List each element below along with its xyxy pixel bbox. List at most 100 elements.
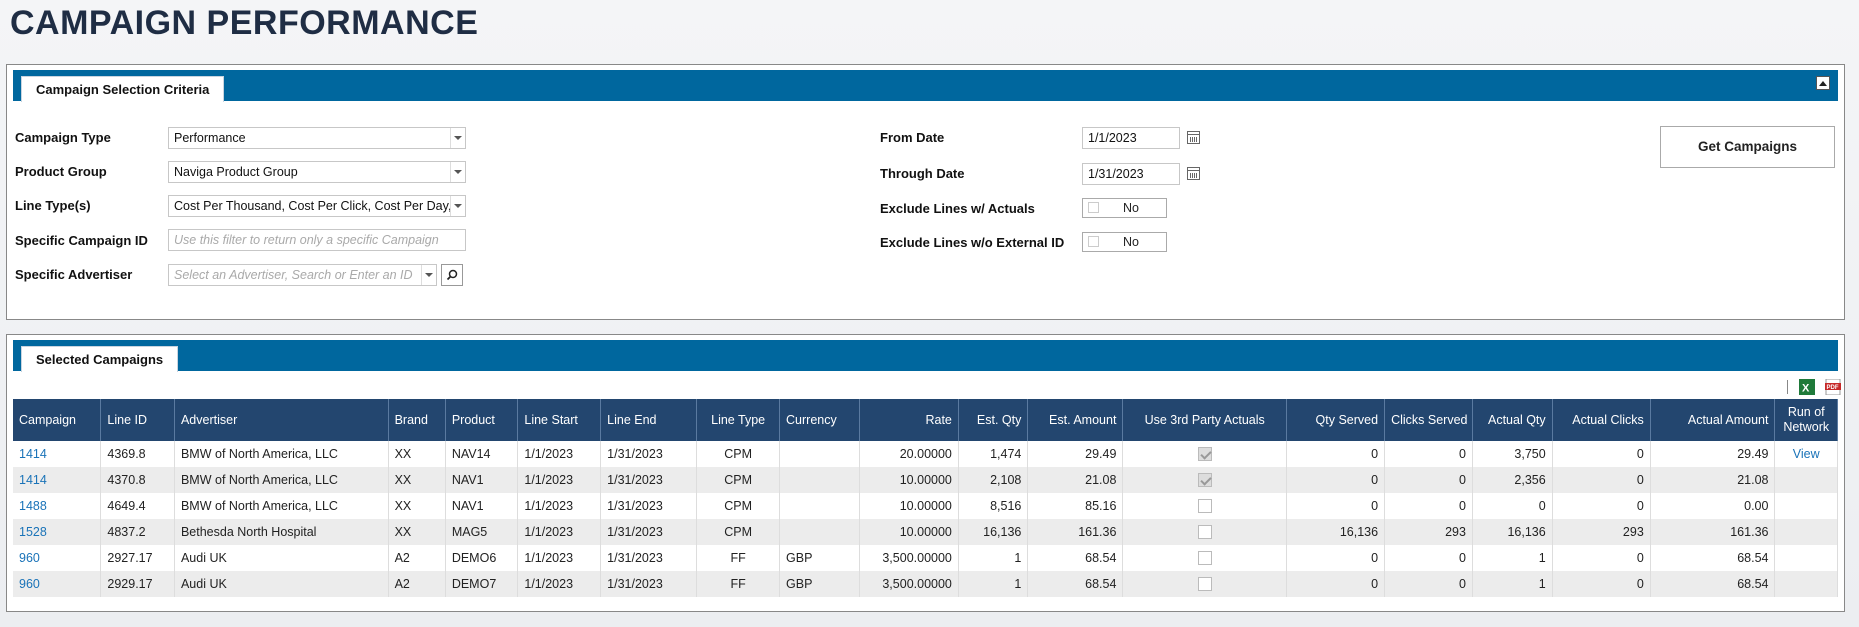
cell-campaign[interactable]: 1414 (13, 441, 102, 467)
cell-currency: GBP (779, 571, 860, 597)
cell-line-type: FF (696, 545, 781, 571)
cell-actual-amount: 161.36 (1650, 519, 1776, 545)
col-product[interactable]: Product (445, 399, 519, 441)
cell-currency: GBP (779, 545, 860, 571)
col-run-of-network[interactable]: Run of Network (1774, 399, 1838, 441)
cell-product: DEMO6 (445, 545, 519, 571)
campaign-type-value: Performance (174, 131, 246, 145)
pdf-icon[interactable]: PDF (1825, 378, 1841, 396)
specific-advertiser-input[interactable]: Select an Advertiser, Search or Enter an… (168, 264, 437, 286)
cell-est-amount: 21.08 (1027, 467, 1124, 493)
use-3rd-party-checkbox[interactable] (1197, 525, 1212, 540)
table-row: 960 2927.17 Audi UK A2 DEMO6 1/1/2023 1/31/202… (13, 545, 1838, 571)
from-date-input[interactable]: 1/1/2023 (1082, 127, 1180, 149)
cell-clicks-served: 293 (1384, 519, 1473, 545)
exclude-no-external-checkbox[interactable] (1088, 236, 1099, 247)
svg-text:PDF: PDF (1827, 385, 1839, 391)
cell-actual-amount: 21.08 (1650, 467, 1776, 493)
use-3rd-party-checkbox[interactable] (1197, 499, 1212, 514)
cell-qty-served: 0 (1286, 545, 1386, 571)
col-est-amount[interactable]: Est. Amount (1027, 399, 1124, 441)
cell-line-id: 2929.17 (100, 571, 175, 597)
col-line-id[interactable]: Line ID (100, 399, 175, 441)
col-rate[interactable]: Rate (859, 399, 959, 441)
cell-actual-amount: 29.49 (1650, 441, 1776, 467)
exclude-no-external-value: No (1123, 235, 1139, 249)
use-3rd-party-checkbox[interactable] (1197, 473, 1212, 488)
cell-run-of-network (1774, 571, 1838, 597)
col-use-3rd-party[interactable]: Use 3rd Party Actuals (1122, 399, 1287, 441)
col-advertiser[interactable]: Advertiser (174, 399, 389, 441)
cell-est-amount: 68.54 (1027, 571, 1124, 597)
use-3rd-party-checkbox[interactable] (1197, 447, 1212, 462)
cell-line-id: 4370.8 (100, 467, 175, 493)
exclude-no-external-toggle[interactable]: No (1082, 232, 1167, 252)
campaign-type-select[interactable]: Performance (168, 127, 466, 149)
cell-est-qty: 16,136 (958, 519, 1029, 545)
through-date-input[interactable]: 1/31/2023 (1082, 163, 1180, 185)
product-group-select[interactable]: Naviga Product Group (168, 161, 466, 183)
col-actual-clicks[interactable]: Actual Clicks (1552, 399, 1651, 441)
cell-campaign[interactable]: 960 (13, 571, 102, 597)
cell-est-qty: 2,108 (958, 467, 1029, 493)
table-row: 1488 4649.4 BMW of North America, LLC XX NAV… (13, 493, 1838, 519)
line-types-select[interactable]: Cost Per Thousand, Cost Per Click, Cost … (168, 195, 466, 217)
cell-actual-clicks: 0 (1552, 467, 1651, 493)
cell-line-type: CPM (696, 493, 781, 519)
cell-use-3rd-party (1122, 441, 1287, 467)
cell-currency (779, 493, 860, 519)
cell-est-amount: 161.36 (1027, 519, 1124, 545)
from-date-label: From Date (880, 130, 945, 145)
cell-campaign[interactable]: 1414 (13, 467, 102, 493)
cell-actual-clicks: 0 (1552, 571, 1651, 597)
cell-campaign[interactable]: 1528 (13, 519, 102, 545)
cell-line-end: 1/31/2023 (600, 493, 698, 519)
col-line-end[interactable]: Line End (600, 399, 698, 441)
specific-campaign-input[interactable]: Use this filter to return only a specifi… (168, 229, 466, 251)
col-est-qty[interactable]: Est. Qty (958, 399, 1029, 441)
col-clicks-served[interactable]: Clicks Served (1384, 399, 1473, 441)
use-3rd-party-checkbox[interactable] (1197, 551, 1212, 566)
use-3rd-party-checkbox[interactable] (1197, 577, 1212, 592)
cell-line-id: 2927.17 (100, 545, 175, 571)
tab-campaign-selection-criteria[interactable]: Campaign Selection Criteria (21, 76, 225, 102)
dropdown-arrow-icon[interactable] (421, 265, 436, 285)
col-line-start[interactable]: Line Start (517, 399, 602, 441)
collapse-icon[interactable] (1816, 76, 1830, 90)
calendar-icon[interactable] (1187, 167, 1200, 180)
advertiser-search-button[interactable] (441, 264, 463, 286)
col-brand[interactable]: Brand (388, 399, 446, 441)
cell-campaign[interactable]: 960 (13, 545, 102, 571)
excel-icon[interactable]: X (1799, 378, 1816, 395)
cell-campaign[interactable]: 1488 (13, 493, 102, 519)
cell-est-amount: 85.16 (1027, 493, 1124, 519)
cell-actual-qty: 2,356 (1472, 467, 1553, 493)
dropdown-arrow-icon[interactable] (450, 196, 465, 216)
col-currency[interactable]: Currency (779, 399, 860, 441)
exclude-actuals-checkbox[interactable] (1088, 202, 1099, 213)
col-actual-amount[interactable]: Actual Amount (1650, 399, 1776, 441)
col-qty-served[interactable]: Qty Served (1286, 399, 1386, 441)
cell-run-of-network[interactable]: View (1774, 441, 1838, 467)
get-campaigns-button[interactable]: Get Campaigns (1660, 126, 1835, 168)
cell-est-qty: 1,474 (958, 441, 1029, 467)
cell-line-start: 1/1/2023 (517, 467, 602, 493)
tab-selected-campaigns[interactable]: Selected Campaigns (21, 346, 179, 372)
cell-actual-qty: 1 (1472, 571, 1553, 597)
search-icon (446, 269, 458, 281)
exclude-actuals-toggle[interactable]: No (1082, 198, 1167, 218)
cell-line-end: 1/31/2023 (600, 571, 698, 597)
product-group-label: Product Group (15, 164, 107, 179)
calendar-icon[interactable] (1187, 131, 1200, 144)
cell-rate: 10.00000 (859, 467, 959, 493)
col-campaign[interactable]: Campaign (13, 399, 102, 441)
dropdown-arrow-icon[interactable] (450, 162, 465, 182)
col-actual-qty[interactable]: Actual Qty (1472, 399, 1553, 441)
toolbar-divider (1786, 379, 1788, 394)
specific-advertiser-label: Specific Advertiser (15, 267, 133, 282)
table-row: 960 2929.17 Audi UK A2 DEMO7 1/1/2023 1/31/202… (13, 571, 1838, 597)
cell-rate: 3,500.00000 (859, 545, 959, 571)
col-line-type[interactable]: Line Type (696, 399, 781, 441)
cell-line-id: 4369.8 (100, 441, 175, 467)
dropdown-arrow-icon[interactable] (450, 128, 465, 148)
